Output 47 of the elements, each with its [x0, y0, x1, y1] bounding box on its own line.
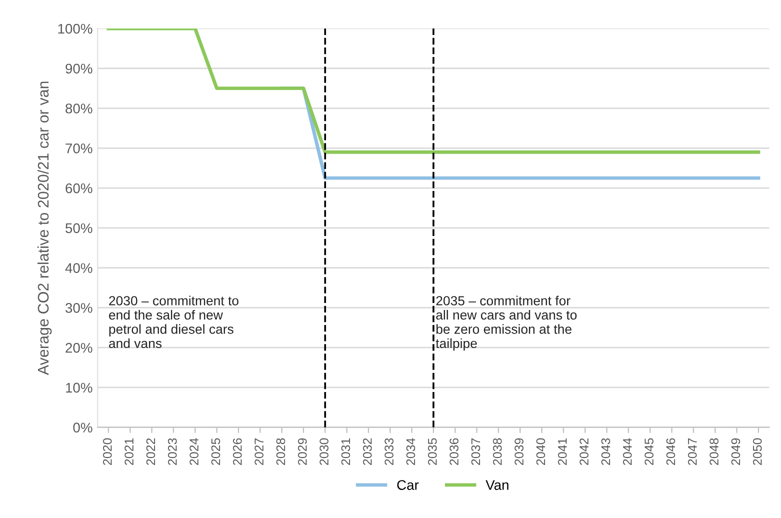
x-tick-label: 2035	[428, 438, 437, 465]
x-tick-label: 2036	[450, 438, 458, 465]
y-tick-label: 90%	[66, 64, 92, 74]
y-tick-label: 0%	[73, 422, 92, 433]
x-tick-label: 2021	[124, 438, 134, 465]
x-tick-label: 2020	[102, 438, 112, 465]
x-tick-label: 2049	[731, 438, 740, 465]
x-tick-label: 2047	[688, 438, 697, 465]
annotation: 2035 – commitment for all new cars and vans to be zero emission at the tailpipe	[436, 296, 577, 351]
x-tick-label: 2032	[362, 438, 372, 465]
y-tick-label: 60%	[66, 183, 92, 194]
x-tick-label: 2048	[710, 438, 718, 465]
x-tick-label: 2042	[580, 438, 588, 465]
x-tick-label: 2037	[471, 438, 480, 465]
x-tick-label: 2027	[254, 438, 264, 465]
y-tick-label: 10%	[66, 382, 92, 393]
x-tick-label: 2029	[298, 438, 307, 465]
y-tick-label: 70%	[66, 143, 92, 154]
x-tick-label: 2041	[558, 438, 567, 465]
x-tick-label: 2033	[384, 438, 394, 465]
x-tick-label: 2022	[146, 438, 156, 465]
x-tick-label: 2038	[492, 438, 502, 465]
annotation: 2030 – commitment to end the sale of new petrol and diesel cars and vans	[109, 296, 238, 348]
x-tick-label: 2023	[168, 438, 177, 465]
y-tick-label: 40%	[65, 263, 92, 273]
x-tick-label: 2031	[341, 438, 350, 465]
x-tick-label: 2045	[644, 438, 654, 465]
x-tick-label: 2046	[666, 438, 676, 465]
x-tick-label: 2043	[601, 438, 610, 465]
x-tick-label: 2034	[406, 438, 416, 465]
x-tick-label: 2050	[752, 438, 762, 465]
y-tick-label: 20%	[66, 342, 92, 353]
x-tick-label: 2024	[190, 438, 198, 465]
x-tick-label: 2030	[320, 438, 328, 465]
legend-label: Car	[397, 480, 419, 490]
y-tick-label: 50%	[66, 223, 92, 234]
y-tick-label: 80%	[66, 104, 92, 114]
x-tick-label: 2039	[514, 438, 524, 465]
x-tick-label: 2026	[232, 438, 242, 465]
legend-label: Van	[486, 480, 508, 490]
x-tick-label: 2025	[211, 438, 220, 465]
y-tick-label: 30%	[65, 303, 92, 313]
x-tick-label: 2040	[536, 438, 546, 465]
x-tick-label: 2044	[622, 438, 632, 465]
y-axis-title: Average CO2 relative to 2020/21 car or van	[37, 82, 52, 376]
x-tick-label: 2028	[276, 438, 286, 465]
y-tick-label: 100%	[58, 24, 92, 34]
